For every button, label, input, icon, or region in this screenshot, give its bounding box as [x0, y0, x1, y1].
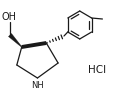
Polygon shape [8, 33, 22, 47]
Text: HCl: HCl [88, 65, 106, 75]
Text: NH: NH [31, 81, 44, 90]
Text: OH: OH [1, 12, 16, 22]
